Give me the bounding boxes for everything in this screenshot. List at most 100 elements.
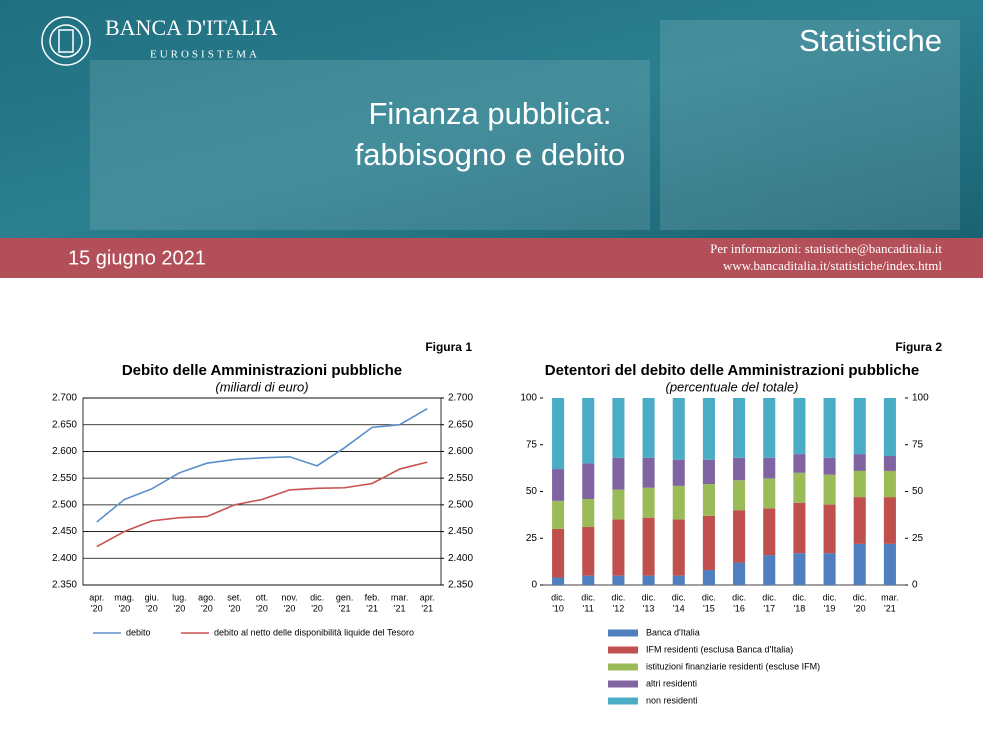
chart-subtitle: (percentuale del totale): [666, 379, 799, 394]
x-tick-label: mar.: [881, 592, 899, 602]
bar-segment: [702, 398, 715, 460]
x-tick-label: '12: [613, 603, 625, 613]
x-tick-label: dic.: [702, 592, 716, 602]
x-tick-label: giu.: [145, 592, 160, 602]
bar-segment: [642, 398, 655, 458]
y2-tick-label: 50: [912, 486, 924, 497]
x-tick-label: '13: [643, 603, 655, 613]
line: [96, 407, 428, 523]
bar-segment: [883, 497, 896, 544]
bar-segment: [702, 570, 715, 585]
x-tick-label: ott.: [256, 592, 269, 602]
x-tick-label: '11: [583, 603, 594, 613]
bar-segment: [642, 575, 655, 585]
x-tick-label: feb.: [365, 592, 380, 602]
y2-tick-label: 2.600: [448, 446, 473, 457]
section: Statistiche: [799, 23, 942, 58]
x-tick-label: '21: [884, 603, 896, 613]
bar-segment: [733, 457, 746, 481]
y-tick-label: 2.450: [52, 526, 77, 537]
x-tick-label: '21: [339, 603, 351, 613]
x-tick-label: dic.: [762, 592, 776, 602]
x-tick-label: '20: [201, 603, 213, 613]
bar-segment: [763, 457, 776, 479]
y2-tick-label: 2.700: [448, 393, 473, 404]
y-tick-label: 2.650: [52, 419, 77, 430]
y-tick-label: 100: [520, 393, 537, 404]
x-tick-label: dic.: [823, 592, 837, 602]
x-tick-label: '10: [552, 603, 564, 613]
legend-label: istituzioni finanziarie residenti (esclu…: [646, 661, 820, 671]
bar-segment: [733, 510, 746, 563]
legend-label: IFM residenti (esclusa Banca d'Italia): [646, 644, 793, 654]
y-tick-label: 2.500: [52, 499, 77, 510]
legend-swatch: [608, 629, 638, 637]
bar-segment: [582, 575, 595, 585]
y2-tick-label: 2.550: [448, 473, 473, 484]
bar-segment: [763, 508, 776, 556]
x-tick-label: '15: [703, 603, 715, 613]
bar-segment: [883, 470, 896, 498]
chart-title: Detentori del debito delle Amministrazio…: [545, 362, 919, 379]
bar-segment: [582, 498, 595, 528]
y-tick-label: 2.600: [52, 446, 77, 457]
bar-segment: [763, 398, 776, 458]
x-tick-label: nov.: [281, 592, 297, 602]
bar-segment: [763, 555, 776, 585]
y2-tick-label: 0: [912, 580, 918, 591]
logo: [41, 16, 91, 66]
bar-segment: [853, 454, 866, 471]
bar-segment: [853, 543, 866, 585]
y-tick-label: 2.350: [52, 580, 77, 591]
bar-segment: [672, 485, 685, 520]
header-background: [0, 0, 983, 238]
bar-segment: [702, 515, 715, 571]
x-tick-label: set.: [227, 592, 242, 602]
x-tick-label: lug.: [172, 592, 187, 602]
legend-label: non residenti: [646, 695, 698, 705]
building-pattern: [90, 20, 960, 230]
x-tick-label: mar.: [391, 592, 409, 602]
legend-label: debito: [126, 627, 151, 637]
bar-segment: [582, 398, 595, 464]
x-tick-label: '21: [421, 603, 433, 613]
x-tick-label: '20: [311, 603, 323, 613]
bar-segment: [883, 398, 896, 456]
bar-segment: [883, 543, 896, 585]
x-tick-label: '20: [284, 603, 296, 613]
title-line: fabbisogno e debito: [355, 137, 626, 172]
bar-segment: [672, 459, 685, 486]
x-tick-label: '20: [174, 603, 186, 613]
info-band: [0, 238, 983, 278]
y2-tick-label: 2.400: [448, 553, 473, 564]
bar-segment: [552, 398, 565, 470]
bar-segment: [793, 398, 806, 455]
x-tick-label: '21: [366, 603, 378, 613]
legend-swatch: [608, 697, 638, 705]
y-tick-label: 75: [526, 439, 538, 450]
bar-segment: [552, 577, 565, 585]
y-tick-label: 2.400: [52, 553, 77, 564]
bar-segment: [793, 553, 806, 585]
y2-tick-label: 2.650: [448, 419, 473, 430]
bar-segment: [793, 472, 806, 503]
legend-label: altri residenti: [646, 678, 697, 688]
x-tick-label: dic.: [611, 592, 625, 602]
y2-tick-label: 2.500: [448, 499, 473, 510]
y2-tick-label: 25: [912, 533, 924, 544]
bar-segment: [642, 457, 655, 488]
bar-segment: [853, 398, 866, 455]
y-tick-label: 2.700: [52, 393, 77, 404]
x-tick-label: ago.: [198, 592, 216, 602]
title-line: Finanza pubblica:: [369, 96, 612, 131]
legend-swatch: [608, 663, 638, 671]
chart-title: Debito delle Amministrazioni pubbliche: [122, 362, 402, 379]
bar-segment: [853, 497, 866, 544]
bar-segment: [733, 562, 746, 585]
bar-segment: [672, 519, 685, 576]
figure-label: Figura 1: [425, 340, 472, 354]
bar-segment: [823, 474, 836, 505]
bar-segment: [642, 487, 655, 518]
bar-segment: [793, 454, 806, 473]
y2-tick-label: 2.350: [448, 580, 473, 591]
